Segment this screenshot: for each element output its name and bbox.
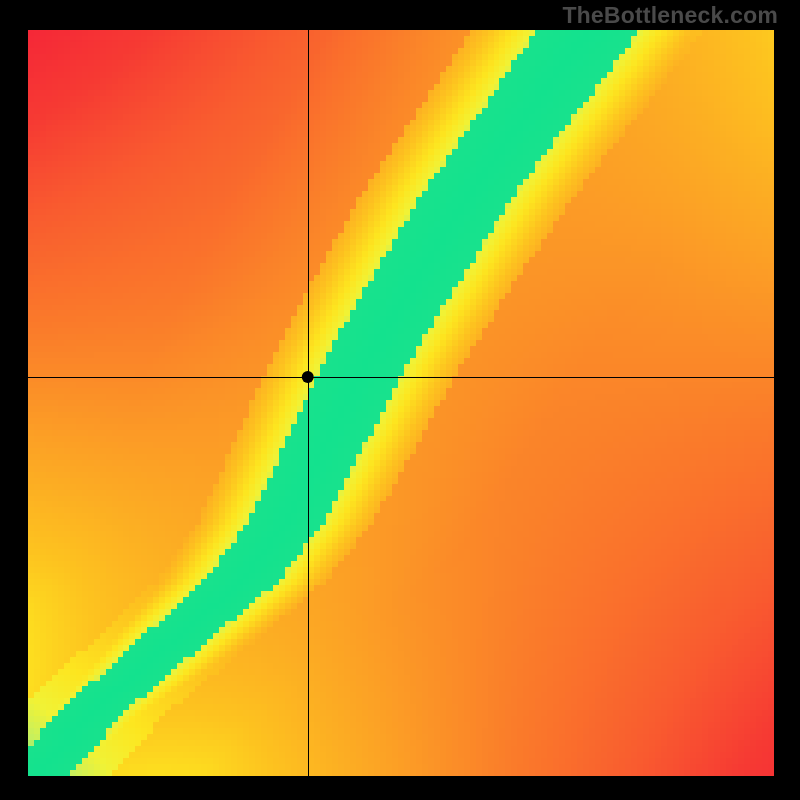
- chart-stage: TheBottleneck.com: [0, 0, 800, 800]
- watermark-text: TheBottleneck.com: [562, 2, 778, 29]
- crosshair-overlay: [0, 0, 800, 800]
